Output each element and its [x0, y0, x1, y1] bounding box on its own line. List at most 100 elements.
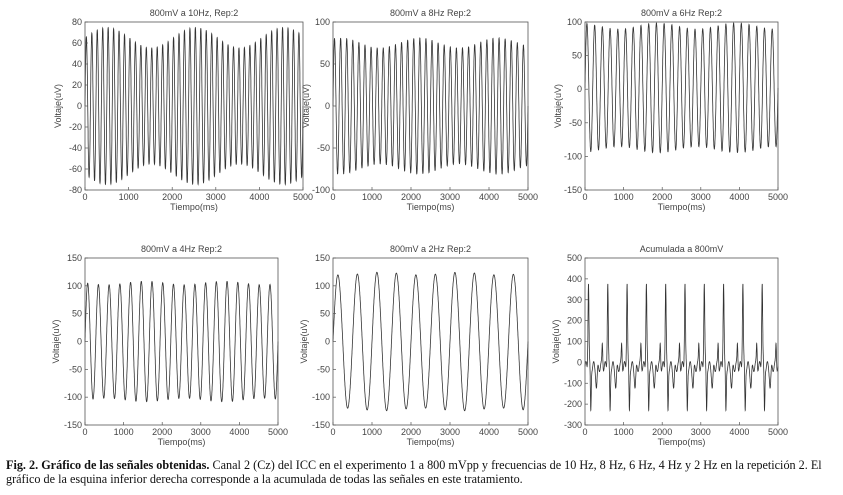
y-tick-label: 300: [567, 295, 582, 305]
y-tick-label: -150: [312, 420, 330, 430]
y-tick-label: -150: [64, 420, 82, 430]
chart-title: 800mV a 6Hz Rep:2: [641, 8, 722, 18]
y-tick-label: 500: [567, 253, 582, 263]
y-tick-label: 80: [72, 17, 82, 27]
x-tick-label: 4000: [729, 192, 749, 202]
plot-frame: [584, 257, 779, 426]
x-tick-label: 1000: [119, 192, 139, 202]
chart-panel-6: 0 1000 2000 3000 4000 5000 -300 -200 -100 0 100 200…: [551, 244, 788, 447]
signal-line: [84, 280, 279, 403]
x-tick-label: 5000: [518, 192, 538, 202]
y-tick-label: 60: [72, 38, 82, 48]
x-tick-label: 2000: [652, 427, 672, 437]
y-tick-label: -200: [564, 399, 582, 409]
x-tick-label: 3000: [440, 192, 460, 202]
chart-title: 800mV a 8Hz Rep:2: [390, 8, 471, 18]
y-axis-label: Voltaje(uV): [51, 319, 61, 363]
x-tick-label: 1000: [114, 427, 134, 437]
x-tick-label: 1000: [614, 192, 634, 202]
y-tick-label: -100: [312, 185, 330, 195]
y-tick-label: 150: [315, 253, 330, 263]
signal-line: [332, 37, 529, 176]
figure-panels: 0 1000 2000 3000 4000 5000-80-60-40-200204060…: [51, 8, 788, 447]
x-axis-label: Tiempo(ms): [658, 202, 706, 212]
y-tick-label: 150: [67, 253, 82, 263]
x-tick-label: 3000: [206, 192, 226, 202]
y-tick-label: -100: [564, 151, 582, 161]
x-tick-label: 5000: [268, 427, 288, 437]
x-tick-label: 5000: [293, 192, 313, 202]
y-tick-label: -40: [69, 143, 82, 153]
x-tick-label: 1000: [614, 427, 634, 437]
y-tick-label: 50: [320, 59, 330, 69]
y-tick-label: 100: [67, 281, 82, 291]
x-axis-label: Tiempo(ms): [407, 202, 455, 212]
caption-label: Fig. 2. Gráfico de las señales obtenidas…: [6, 458, 210, 472]
y-tick-label: 20: [72, 80, 82, 90]
y-tick-label: -300: [564, 420, 582, 430]
y-tick-label: 0: [325, 337, 330, 347]
x-tick-label: 4000: [479, 427, 499, 437]
y-tick-label: 100: [567, 337, 582, 347]
y-axis-label: Voltaje(uV): [53, 84, 63, 128]
y-tick-label: -50: [317, 143, 330, 153]
x-tick-label: 5000: [768, 427, 788, 437]
x-tick-label: 2000: [401, 192, 421, 202]
plot-frame: [584, 21, 779, 191]
x-axis-label: Tiempo(ms): [170, 202, 218, 212]
chart-title: 800mV a 4Hz Rep:2: [141, 244, 222, 254]
y-tick-label: -20: [69, 122, 82, 132]
x-tick-label: 4000: [479, 192, 499, 202]
y-axis-label: Voltaje(uV): [551, 319, 561, 363]
figure-caption: Fig. 2. Gráfico de las señales obtenidas…: [6, 458, 841, 486]
y-tick-label: -60: [69, 164, 82, 174]
x-tick-label: 2000: [152, 427, 172, 437]
chart-panel-4: 0 1000 2000 3000 4000 5000 -150 -100 -50 0 50 100 15…: [51, 244, 288, 447]
y-tick-label: 400: [567, 274, 582, 284]
x-tick-label: 5000: [518, 427, 538, 437]
caption-text: Canal 2 (Cz) del ICC en el experimento 1…: [6, 458, 822, 486]
y-tick-label: -50: [317, 364, 330, 374]
y-tick-label: 0: [77, 101, 82, 111]
x-axis-label: Tiempo(ms): [158, 437, 206, 447]
chart-title: 800mV a 10Hz, Rep:2: [150, 8, 239, 18]
x-tick-label: 1000: [362, 192, 382, 202]
x-tick-label: 0: [582, 192, 587, 202]
x-tick-label: 3000: [691, 427, 711, 437]
chart-title: 800mV a 2Hz Rep:2: [390, 244, 471, 254]
x-tick-label: 1000: [362, 427, 382, 437]
y-tick-label: 100: [315, 17, 330, 27]
y-tick-label: 100: [567, 17, 582, 27]
y-tick-label: -100: [564, 378, 582, 388]
y-tick-label: 40: [72, 59, 82, 69]
x-tick-label: 5000: [768, 192, 788, 202]
y-tick-label: 100: [315, 281, 330, 291]
y-tick-label: 50: [72, 309, 82, 319]
y-axis-label: Voltaje(uV): [301, 84, 311, 128]
signal-line: [332, 271, 529, 412]
signal-line: [584, 22, 779, 154]
y-axis-label: Voltaje(uV): [553, 84, 563, 128]
x-tick-label: 3000: [440, 427, 460, 437]
x-tick-label: 2000: [652, 192, 672, 202]
y-tick-label: 0: [577, 84, 582, 94]
y-tick-label: -150: [564, 185, 582, 195]
chart-panel-5: 0 1000 2000 3000 4000 5000 -150 -100 -50 0 50 100 15…: [299, 244, 538, 447]
y-tick-label: 0: [325, 101, 330, 111]
x-tick-label: 0: [330, 192, 335, 202]
signal-line: [84, 26, 304, 186]
x-axis-label: Tiempo(ms): [658, 437, 706, 447]
x-tick-label: 0: [582, 427, 587, 437]
chart-panel-1: 0 1000 2000 3000 4000 5000 -80 -60 -40 -20 0 20 40 60…: [53, 8, 313, 212]
x-tick-label: 2000: [401, 427, 421, 437]
x-tick-label: 3000: [691, 192, 711, 202]
x-tick-label: 3000: [191, 427, 211, 437]
x-tick-label: 0: [82, 427, 87, 437]
chart-panel-3: 0 1000 2000 3000 4000 5000 -150 -100 -50 0 50 100 80…: [553, 8, 788, 212]
y-tick-label: -50: [69, 364, 82, 374]
chart-title: Acumulada a 800mV: [640, 244, 724, 254]
x-axis-label: Tiempo(ms): [407, 437, 455, 447]
y-tick-label: -100: [64, 392, 82, 402]
x-tick-label: 4000: [249, 192, 269, 202]
y-tick-label: 50: [320, 309, 330, 319]
